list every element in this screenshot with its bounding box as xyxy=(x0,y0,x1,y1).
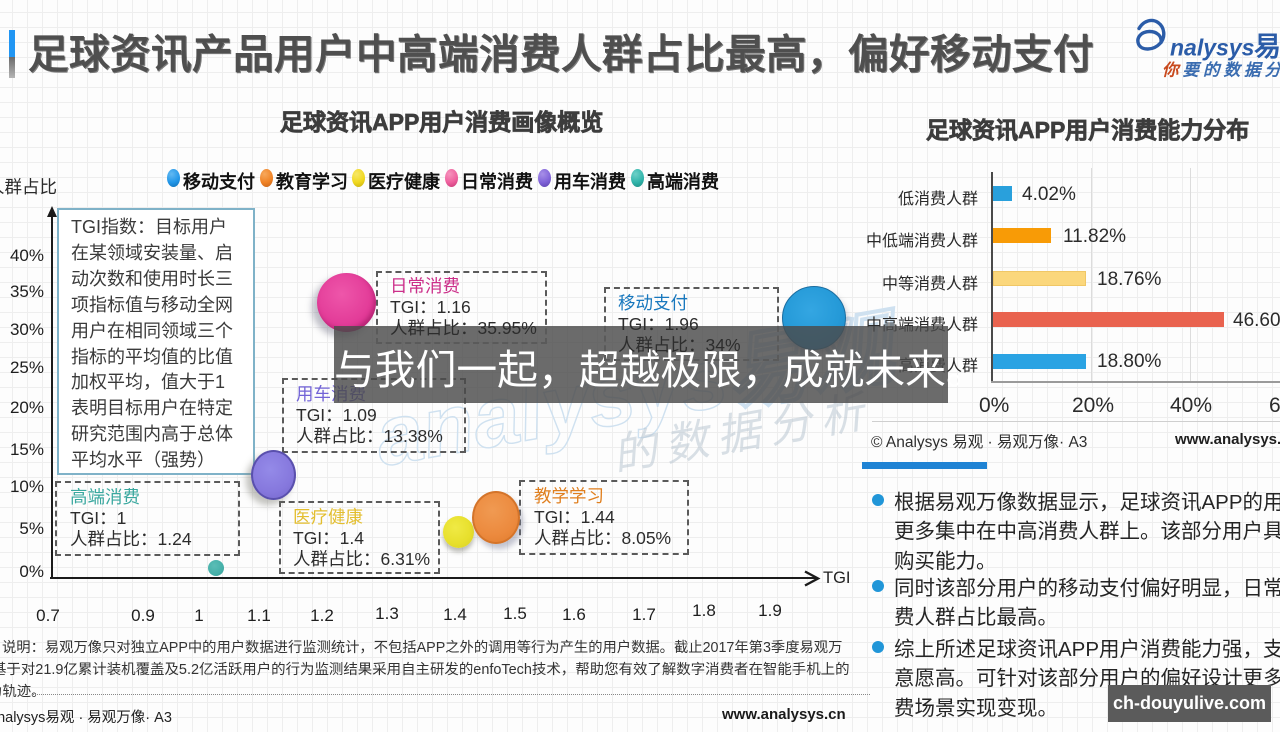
svg-text:易: 易 xyxy=(1254,32,1280,62)
svg-text:nalysys: nalysys xyxy=(1170,35,1254,61)
svg-text:你要的数据分: 你要的数据分 xyxy=(1162,61,1280,80)
